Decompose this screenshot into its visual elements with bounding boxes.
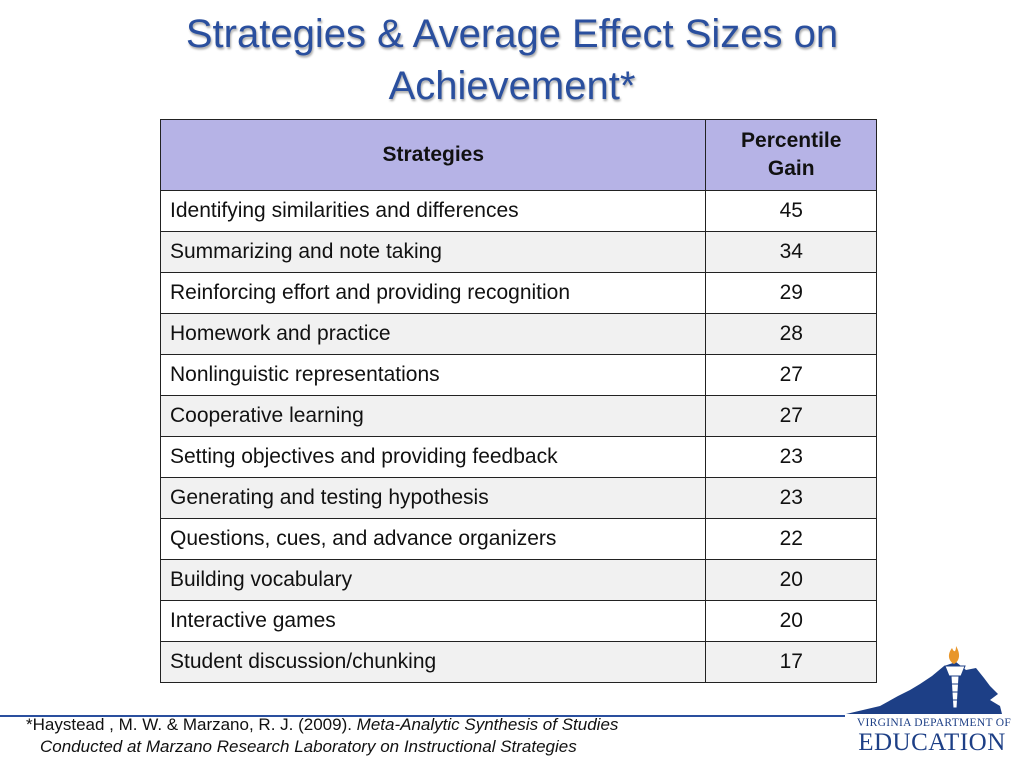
table-row: Summarizing and note taking 34 <box>159 231 877 273</box>
strategy-cell: Student discussion/chunking <box>159 641 707 683</box>
table-row: Generating and testing hypothesis 23 <box>159 477 877 519</box>
strategy-cell: Questions, cues, and advance organizers <box>159 518 707 560</box>
gain-cell: 29 <box>705 272 877 314</box>
logo-text-line1: VIRGINIA DEPARTMENT OF <box>856 717 1012 729</box>
slide-title: Strategies & Average Effect Sizes on Ach… <box>0 8 1024 112</box>
gain-cell: 27 <box>705 395 877 437</box>
header-gain-line1: Percentile <box>741 129 842 152</box>
table-row: Identifying similarities and differences… <box>159 190 877 232</box>
footnote-title-part2: Conducted at Marzano Research Laboratory… <box>40 737 577 756</box>
table-row: Cooperative learning 27 <box>159 395 877 437</box>
strategy-cell: Homework and practice <box>159 313 707 355</box>
table-row: Nonlinguistic representations 27 <box>159 354 877 396</box>
footer-rule <box>0 715 845 717</box>
table-row: Interactive games 20 <box>159 600 877 642</box>
gain-cell: 28 <box>705 313 877 355</box>
table-row: Setting objectives and providing feedbac… <box>159 436 877 478</box>
gain-cell: 34 <box>705 231 877 273</box>
gain-cell: 20 <box>705 600 877 642</box>
footnote-citation: *Haystead , M. W. & Marzano, R. J. (2009… <box>26 715 357 734</box>
virginia-torch-icon <box>846 646 1002 714</box>
strategy-cell: Building vocabulary <box>159 559 707 601</box>
strategies-table: Strategies Percentile Gain Identifying s… <box>159 119 877 683</box>
gain-cell: 17 <box>705 641 877 683</box>
vdoe-logo: VIRGINIA DEPARTMENT OF EDUCATION <box>840 640 1016 762</box>
slide-title-line2: Achievement* <box>388 64 636 108</box>
gain-cell: 27 <box>705 354 877 396</box>
table-row: Building vocabulary 20 <box>159 559 877 601</box>
gain-cell: 20 <box>705 559 877 601</box>
slide-title-line1: Strategies & Average Effect Sizes on <box>185 12 839 56</box>
strategy-cell: Setting objectives and providing feedbac… <box>159 436 707 478</box>
strategy-cell: Generating and testing hypothesis <box>159 477 707 519</box>
table-row: Student discussion/chunking 17 <box>159 641 877 683</box>
footnote-title-part1: Meta-Analytic Synthesis of Studies <box>356 715 619 734</box>
gain-cell: 45 <box>705 190 877 232</box>
strategy-cell: Interactive games <box>159 600 707 642</box>
table-row: Reinforcing effort and providing recogni… <box>159 272 877 314</box>
header-gain-line2: Gain <box>767 157 815 180</box>
table-row: Homework and practice 28 <box>159 313 877 355</box>
header-strategies: Strategies <box>159 119 707 191</box>
table-header-row: Strategies Percentile Gain <box>159 119 877 191</box>
logo-text-line2: EDUCATION <box>858 729 1006 756</box>
gain-cell: 22 <box>705 518 877 560</box>
gain-cell: 23 <box>705 436 877 478</box>
strategy-cell: Identifying similarities and differences <box>159 190 707 232</box>
strategy-cell: Nonlinguistic representations <box>159 354 707 396</box>
table-row: Questions, cues, and advance organizers … <box>159 518 877 560</box>
footnote: *Haystead , M. W. & Marzano, R. J. (2009… <box>26 714 836 758</box>
strategy-cell: Reinforcing effort and providing recogni… <box>159 272 707 314</box>
gain-cell: 23 <box>705 477 877 519</box>
strategy-cell: Summarizing and note taking <box>159 231 707 273</box>
header-percentile-gain: Percentile Gain <box>705 119 877 191</box>
strategy-cell: Cooperative learning <box>159 395 707 437</box>
